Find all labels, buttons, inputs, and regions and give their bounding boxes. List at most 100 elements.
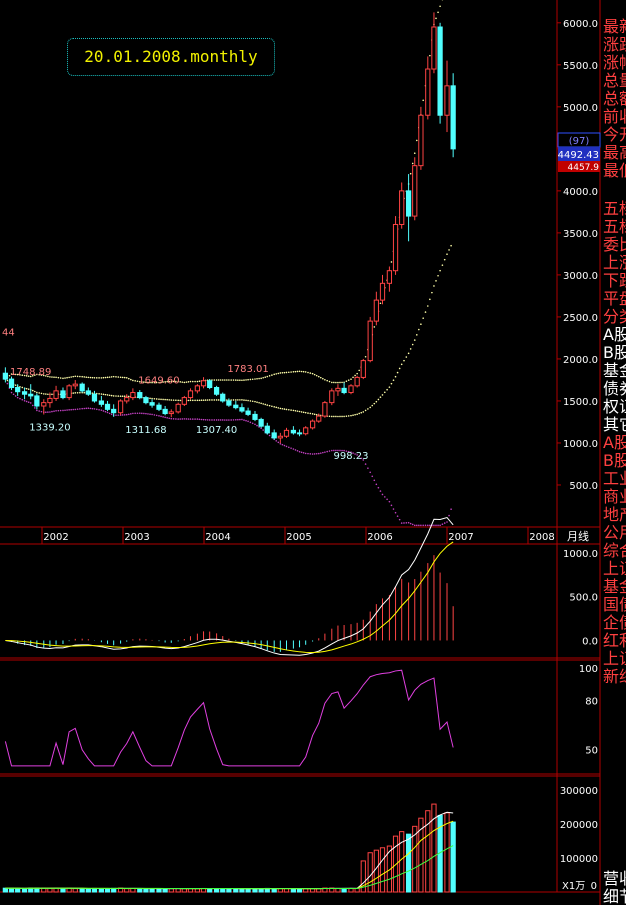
vol-bar-23 [149,888,155,893]
candle-body-28 [181,397,187,405]
middle-band-dot-35-1 [230,399,232,401]
vol-bar-46 [296,888,303,893]
lower-band-dot-27-1 [179,418,182,420]
upper-band-dot-10-1 [70,376,72,378]
chart-title: 20.01.2008.monthly [67,38,275,76]
lower-band-dot-55-1 [358,455,360,458]
middle-band-dot-56-2 [367,408,369,410]
lower-band-dot-57-2 [373,479,376,482]
middle-band-dot-69-2 [450,244,452,247]
side-item-20: 权证 [603,397,626,416]
candle-body-45 [290,429,297,434]
side-item-36: 营收 [603,869,626,888]
side-item-7: 最高 [603,143,626,162]
middle-band-dot-65-2 [424,311,427,313]
upper-band-dot-28-2 [187,381,190,383]
upper-band-dot-13-1 [89,376,92,379]
middle-band-dot-38-1 [249,400,252,402]
upper-band-dot-43-0 [279,372,282,374]
upper-band-dot-2-2 [21,374,24,376]
candle-body-68 [437,26,443,116]
lower-band-dot-47-2 [309,453,312,455]
middle-band-dot-42-2 [277,407,280,409]
middle-band-dot-11-1 [76,391,79,394]
lower-band-dot-4-0 [29,402,32,404]
lower-band-dot-56-0 [362,459,365,461]
middle-band-dot-31-0 [202,399,205,401]
x-year-label-2008: 2008 [529,532,554,543]
lower-band-dot-38-0 [247,420,249,423]
lower-band-dot-11-2 [79,408,81,410]
side-item-14: 平盘 [603,289,626,308]
middle-band-dot-57-0 [369,406,372,409]
upper-band-dot-67-1 [435,17,437,20]
side-item-31: 国债 [603,595,626,614]
lower-band-dot-20-0 [132,412,134,415]
upper-band-dot-12-0 [81,375,83,378]
upper-band-dot-48-1 [313,373,316,376]
lower-band-dot-25-1 [166,416,168,419]
upper-band-dot-23-0 [151,381,153,384]
vol-bar-12 [79,888,85,893]
vol-bar-66 [425,810,431,893]
side-item-10: 五档 [603,217,626,236]
lower-band-dot-66-1 [429,524,431,527]
lower-band-dot-10-0 [68,409,70,411]
candle-body-42 [271,432,277,439]
lower-band-dot-11-0 [74,408,77,411]
price-marker-b-box [558,161,600,172]
lower-band-dot-25-0 [164,416,166,419]
lower-band-dot-60-2 [392,508,395,510]
lower-band-dot-36-2 [239,418,241,421]
vol-bar-8 [53,887,59,893]
lower-band-dot-39-1 [256,424,258,427]
annotation-0: 1748.89 [10,367,51,378]
upper-band-dot-16-2 [110,376,113,378]
upper-band-dot-36-2 [239,379,241,381]
lower-band-dot-32-1 [211,419,213,421]
candle-body-41 [264,425,270,434]
lower-band-dot-63-2 [411,523,414,526]
middle-band-dot-16-1 [108,394,111,397]
lower-band-dot-6-2 [47,411,49,413]
lower-band-dot-52-2 [341,449,343,452]
y-tick-label-0: 500.0 [569,481,598,492]
count-marker: (97) [569,136,590,147]
upper-band-dot-0-2 [8,374,11,377]
lower-band-dot-53-1 [345,450,348,452]
vol-bar-64 [412,825,418,893]
middle-band-dot-32-0 [208,399,211,401]
side-item-27: 公用 [603,523,626,542]
upper-band-dot-4-0 [29,375,32,378]
side-item-9: 五档 [603,199,626,218]
upper-band-dot-21-2 [143,381,145,383]
upper-band-dot-47-1 [307,371,309,374]
middle-band-dot-40-2 [264,403,267,406]
lower-band-dot-62-2 [405,522,408,524]
side-item-28: 综合 [603,541,626,560]
candle-body-16 [104,403,111,410]
upper-band-dot-60-1 [390,261,393,263]
upper-band-dot-16-1 [108,376,111,378]
upper-band-dot-27-0 [177,380,179,383]
upper-band-dot-55-1 [358,369,360,372]
lower-band-dot-10-1 [70,408,72,411]
vol-tick-label-0: 100000 [560,854,598,865]
middle-band-dot-48-0 [311,413,314,415]
upper-band-dot-16-0 [106,376,109,379]
x-year-label-2003: 2003 [124,532,149,543]
middle-band-dot-67-2 [437,274,439,277]
lower-band-dot-34-1 [223,419,226,421]
lower-band-dot-4-1 [31,404,34,407]
lower-band-dot-44-2 [290,447,292,449]
upper-band-dot-9-0 [62,377,64,380]
lower-band-dot-29-2 [194,418,196,420]
side-item-22: A股 [603,433,626,452]
middle-band-dot-29-2 [194,399,196,402]
middle-band-dot-67-0 [433,285,435,287]
upper-band-dot-18-0 [119,376,122,379]
middle-band-dot-58-0 [375,400,378,403]
rsi-tick-label-0: 50 [585,746,598,757]
lower-band-dot-37-2 [245,419,247,422]
middle-band-dot-44-1 [287,408,290,411]
